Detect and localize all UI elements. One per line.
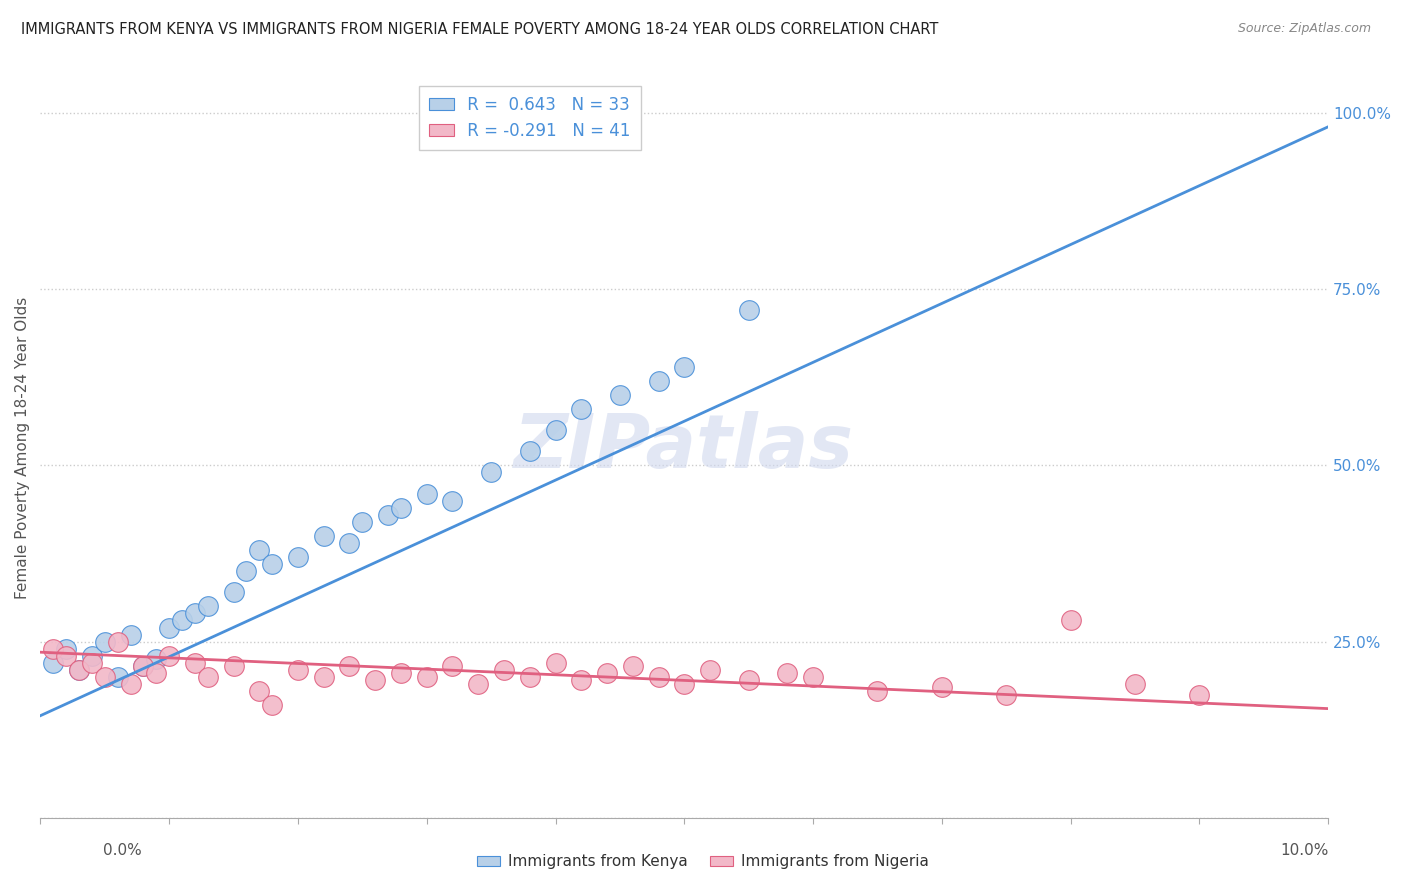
Point	[776, 666, 799, 681]
Point	[132, 659, 155, 673]
Point	[1188, 688, 1211, 702]
Point	[67, 663, 90, 677]
Legend: Immigrants from Kenya, Immigrants from Nigeria: Immigrants from Kenya, Immigrants from N…	[471, 848, 935, 875]
Point	[222, 585, 245, 599]
Point	[94, 670, 117, 684]
Text: Source: ZipAtlas.com: Source: ZipAtlas.com	[1237, 22, 1371, 36]
Point	[222, 659, 245, 673]
Point	[609, 388, 631, 402]
Point	[1123, 677, 1146, 691]
Point	[145, 652, 167, 666]
Point	[441, 659, 464, 673]
Point	[94, 634, 117, 648]
Point	[377, 508, 399, 522]
Point	[107, 634, 129, 648]
Point	[247, 684, 270, 698]
Point	[287, 549, 309, 564]
Point	[80, 656, 103, 670]
Point	[157, 620, 180, 634]
Point	[120, 627, 142, 641]
Point	[364, 673, 387, 688]
Point	[339, 659, 361, 673]
Point	[120, 677, 142, 691]
Point	[389, 500, 412, 515]
Point	[55, 648, 77, 663]
Point	[184, 607, 207, 621]
Point	[416, 486, 439, 500]
Point	[132, 659, 155, 673]
Text: 0.0%: 0.0%	[103, 843, 142, 857]
Y-axis label: Female Poverty Among 18-24 Year Olds: Female Poverty Among 18-24 Year Olds	[15, 296, 30, 599]
Point	[699, 663, 721, 677]
Point	[67, 663, 90, 677]
Point	[931, 681, 953, 695]
Point	[479, 466, 502, 480]
Point	[235, 564, 257, 578]
Text: ZIPatlas: ZIPatlas	[515, 411, 855, 484]
Point	[1059, 614, 1081, 628]
Point	[737, 303, 759, 318]
Point	[312, 529, 335, 543]
Point	[197, 670, 219, 684]
Point	[247, 543, 270, 558]
Point	[995, 688, 1018, 702]
Point	[673, 359, 696, 374]
Point	[145, 666, 167, 681]
Point	[55, 641, 77, 656]
Point	[673, 677, 696, 691]
Point	[80, 648, 103, 663]
Point	[866, 684, 889, 698]
Point	[621, 659, 644, 673]
Point	[647, 670, 669, 684]
Text: IMMIGRANTS FROM KENYA VS IMMIGRANTS FROM NIGERIA FEMALE POVERTY AMONG 18-24 YEAR: IMMIGRANTS FROM KENYA VS IMMIGRANTS FROM…	[21, 22, 938, 37]
Point	[467, 677, 489, 691]
Point	[197, 599, 219, 614]
Point	[42, 641, 65, 656]
Point	[107, 670, 129, 684]
Point	[312, 670, 335, 684]
Point	[262, 698, 284, 712]
Point	[42, 656, 65, 670]
Point	[596, 666, 619, 681]
Point	[287, 663, 309, 677]
Point	[647, 374, 669, 388]
Point	[544, 423, 567, 437]
Point	[519, 670, 541, 684]
Point	[389, 666, 412, 681]
Text: 10.0%: 10.0%	[1281, 843, 1329, 857]
Point	[441, 493, 464, 508]
Point	[737, 673, 759, 688]
Point	[184, 656, 207, 670]
Point	[519, 444, 541, 458]
Point	[339, 536, 361, 550]
Point	[170, 614, 193, 628]
Legend:  R =  0.643   N = 33,  R = -0.291   N = 41: R = 0.643 N = 33, R = -0.291 N = 41	[419, 86, 641, 150]
Point	[569, 673, 592, 688]
Point	[262, 557, 284, 571]
Point	[801, 670, 824, 684]
Point	[352, 515, 374, 529]
Point	[544, 656, 567, 670]
Point	[492, 663, 515, 677]
Point	[157, 648, 180, 663]
Point	[569, 401, 592, 416]
Point	[416, 670, 439, 684]
